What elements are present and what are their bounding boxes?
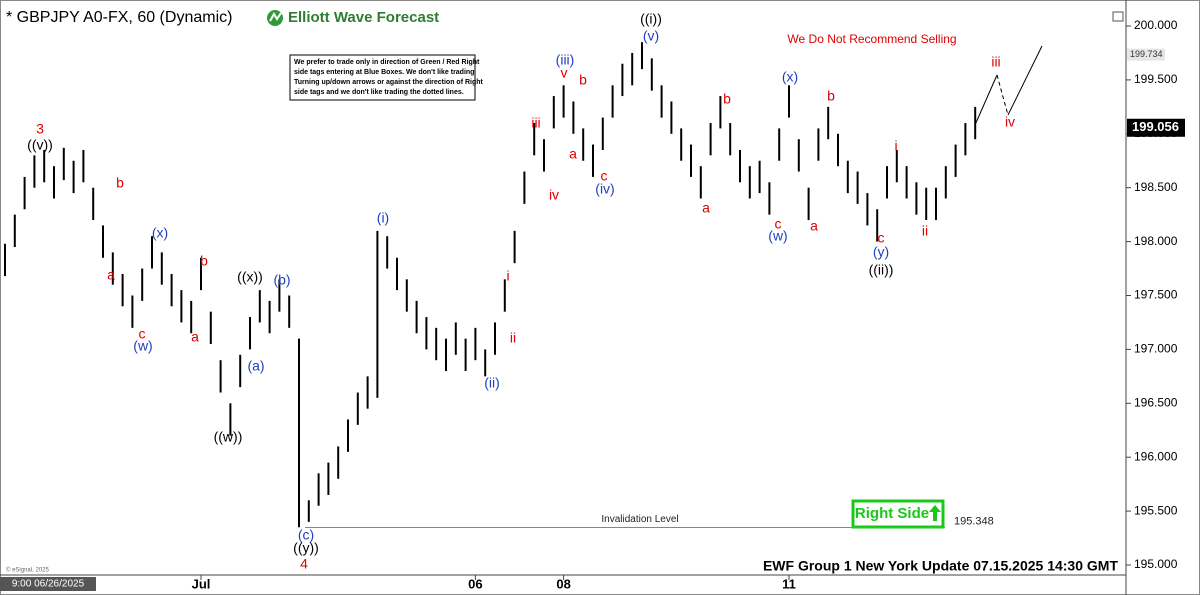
y-tick-label: 196.000 (1134, 449, 1178, 463)
last-price: 199.056 (1132, 119, 1179, 134)
wave-label: iii (991, 54, 1000, 70)
wave-label: c (775, 216, 782, 232)
wave-label: c (601, 168, 608, 184)
invalidation-value: 195.348 (954, 515, 994, 527)
invalidation-label: Invalidation Level (601, 514, 678, 525)
wave-label: b (827, 88, 835, 104)
x-tick-label: 08 (556, 576, 570, 591)
wave-label: (a) (247, 358, 264, 374)
wave-label: c (878, 230, 885, 246)
wave-label: 4 (300, 556, 308, 572)
wave-label: (x) (782, 69, 798, 85)
wave-label: a (191, 329, 199, 345)
wave-label: a (702, 200, 710, 216)
footer: EWF Group 1 New York Update 07.15.2025 1… (763, 558, 1118, 574)
wave-label: iv (549, 187, 559, 203)
logo-wave (269, 12, 282, 22)
wave-label: b (200, 253, 208, 269)
wave-label: i (506, 268, 509, 284)
wave-label: ii (510, 330, 516, 346)
wave-label: (i) (377, 210, 389, 226)
wave-label: ((w)) (214, 429, 243, 445)
x-tick-label: Jul (192, 576, 211, 591)
note-line: We prefer to trade only in direction of … (294, 59, 480, 66)
marker-price-box (1127, 48, 1165, 61)
wave-label: (v) (643, 28, 659, 44)
y-tick-label: 195.000 (1134, 557, 1178, 571)
wave-label: b (116, 175, 124, 191)
wave-label: (ii) (484, 375, 500, 391)
y-tick-label: 199.500 (1134, 72, 1178, 86)
y-tick-label: 196.500 (1134, 395, 1178, 409)
y-tick-label: 197.500 (1134, 288, 1178, 302)
wave-label: a (569, 146, 577, 162)
wave-label: v (561, 65, 568, 81)
wave-label: a (810, 218, 818, 234)
chart-title: * GBPJPY A0-FX, 60 (Dynamic) (6, 9, 232, 26)
projection (1007, 45, 1043, 116)
wave-label: ((v)) (27, 137, 53, 153)
wave-label: (b) (273, 272, 290, 288)
wave-label: ((x)) (237, 269, 263, 285)
brand: Elliott Wave Forecast (288, 9, 439, 26)
logo-icon (267, 10, 283, 26)
wave-label: ii (922, 223, 928, 239)
y-tick-label: 200.000 (1134, 18, 1178, 32)
wave-label: b (579, 72, 587, 88)
wave-label: i (894, 138, 897, 154)
marker-price: 199.734 (1130, 49, 1163, 59)
right-side: Right Side (855, 505, 929, 522)
last-price-box (1127, 118, 1185, 137)
note-line: side tags and we don't like trading the … (294, 89, 464, 96)
axis-button[interactable] (1112, 11, 1124, 22)
wave-label: (iv) (595, 181, 614, 197)
y-tick-label: 197.000 (1134, 342, 1178, 356)
wave-label: iii (531, 115, 540, 131)
wave-label: b (723, 91, 731, 107)
y-tick-label: 198.000 (1134, 234, 1178, 248)
x-tick-label: 06 (468, 576, 482, 591)
wave-label: (y) (873, 244, 889, 260)
copyright: © eSignal, 2025 (6, 567, 49, 574)
wave-label: 3 (36, 121, 44, 137)
wave-label: iv (1005, 114, 1015, 130)
wave-label: (w) (133, 338, 152, 354)
cursor-box (0, 577, 96, 591)
note-line: side tags entering at Blue Boxes. We don… (294, 69, 474, 76)
wave-label: ((y)) (293, 540, 319, 556)
note-line: Turning up/down arrows or against the di… (294, 79, 484, 86)
wave-label: (iii) (556, 52, 575, 68)
note: We prefer to trade only in direction of … (294, 59, 484, 96)
wave-label: (c) (298, 527, 314, 543)
projection (974, 74, 998, 126)
right-side-arrow (929, 505, 941, 521)
wave-label: (x) (152, 225, 168, 241)
wave-label: (w) (768, 228, 787, 244)
y-tick-label: 198.500 (1134, 180, 1178, 194)
note-box (289, 54, 476, 101)
wave-label: c (139, 326, 146, 342)
cursor-label: 9:00 06/26/2025 (12, 579, 85, 590)
x-tick-label: 11 (782, 576, 796, 591)
wave-label: a (107, 267, 115, 283)
warning: We Do Not Recommend Selling (787, 32, 956, 46)
wave-label: ((ii)) (869, 262, 894, 278)
wave-label: ((i)) (640, 11, 662, 27)
y-tick-label: 195.500 (1134, 503, 1178, 517)
right-side-box (851, 499, 945, 529)
